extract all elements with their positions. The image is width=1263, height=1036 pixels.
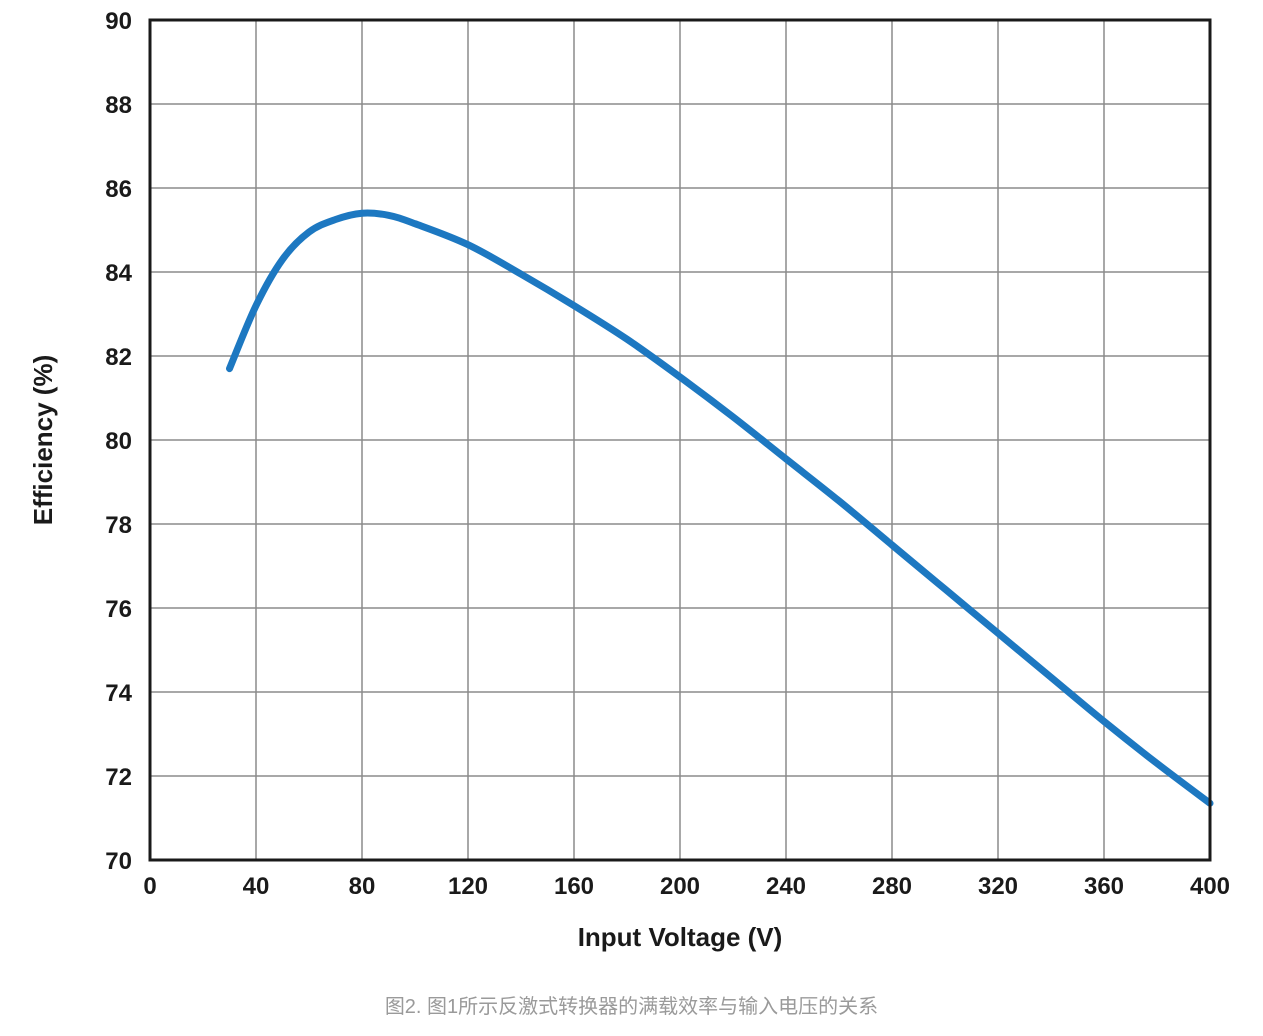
x-tick-label: 200 (660, 873, 700, 900)
y-axis-label: Efficiency (%) (28, 355, 58, 526)
y-tick-label: 70 (105, 848, 132, 875)
x-tick-label: 320 (978, 873, 1018, 900)
figure-caption: 图2. 图1所示反激式转换器的满载效率与输入电压的关系 (0, 990, 1263, 1019)
y-tick-label: 86 (105, 176, 132, 203)
efficiency-chart: 0 40 80 120 160 200 240 280 320 360 400 70 72 74 76 78 8… (0, 0, 1263, 970)
x-tick-label: 280 (872, 873, 912, 900)
x-tick-label: 160 (554, 873, 594, 900)
y-tick-label: 82 (105, 344, 132, 371)
x-tick-label: 240 (766, 873, 806, 900)
x-tick-label: 360 (1084, 873, 1124, 900)
figure-wrap: 0 40 80 120 160 200 240 280 320 360 400 70 72 74 76 78 8… (0, 0, 1263, 1036)
y-tick-label: 88 (105, 92, 132, 119)
y-tick-label: 90 (105, 8, 132, 35)
x-tick-label: 400 (1190, 873, 1230, 900)
x-tick-label: 0 (143, 873, 156, 900)
y-tick-label: 80 (105, 428, 132, 455)
x-axis-label: Input Voltage (V) (578, 922, 783, 952)
y-tick-label: 72 (105, 764, 132, 791)
x-tick-label: 80 (349, 873, 376, 900)
x-tick-label: 120 (448, 873, 488, 900)
y-tick-label: 74 (105, 680, 132, 707)
y-tick-label: 78 (105, 512, 132, 539)
y-tick-label: 84 (105, 260, 132, 287)
y-tick-label: 76 (105, 596, 132, 623)
x-tick-label: 40 (243, 873, 270, 900)
